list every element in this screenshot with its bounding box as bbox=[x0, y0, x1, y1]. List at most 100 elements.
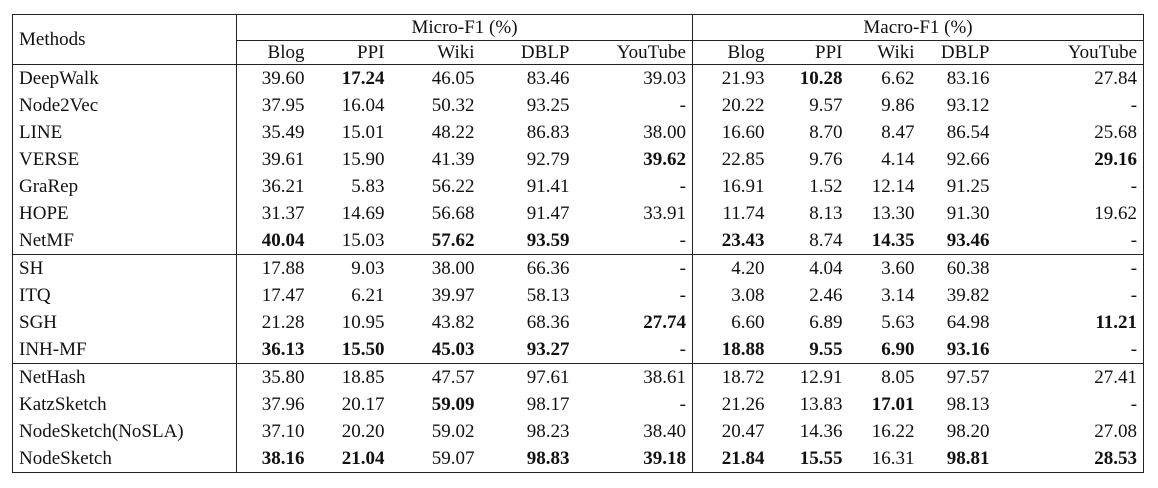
best-value: 93.46 bbox=[946, 230, 990, 251]
cell: 97.61 bbox=[480, 363, 576, 391]
table-row: NetMF 40.04 15.03 57.62 93.59 - 23.43 8.74 14.35… bbox=[13, 227, 1144, 255]
column-header: Blog bbox=[236, 40, 311, 65]
cell: 13.30 bbox=[871, 203, 915, 224]
table-row: NetHash 35.80 18.85 47.57 97.61 38.61 18.72 12.… bbox=[12, 363, 1144, 391]
method-name: NodeSketch(NoSLA) bbox=[19, 421, 184, 442]
cell: 48.22 bbox=[431, 122, 475, 143]
cell: 93.27 bbox=[481, 336, 576, 364]
cell: 21.04 bbox=[311, 445, 391, 473]
cell: 83.16 bbox=[920, 64, 996, 92]
table-row: GraRep 36.21 5.83 56.22 91.41-16.91 1.52 12.14… bbox=[13, 173, 1144, 200]
cell: 98.17 bbox=[526, 394, 570, 415]
cell: 56.68 bbox=[431, 203, 475, 224]
cell: - bbox=[679, 230, 686, 251]
cell: 93.25 bbox=[526, 95, 570, 116]
cell: 20.20 bbox=[341, 421, 385, 442]
cell: 83.46 bbox=[480, 64, 576, 92]
cell: 10.95 bbox=[341, 312, 385, 333]
cell: 66.36 bbox=[480, 254, 576, 282]
cell: 16.91 bbox=[692, 173, 771, 200]
cell: 20.17 bbox=[341, 394, 385, 415]
cell: 9.86 bbox=[881, 95, 915, 116]
cell: 15.55 bbox=[771, 445, 849, 473]
cell: 98.23 bbox=[526, 421, 570, 442]
cell: 8.13 bbox=[809, 203, 843, 224]
method-name: KatzSketch bbox=[19, 394, 107, 415]
cell: 3.08 bbox=[692, 282, 771, 309]
method-name: NodeSketch bbox=[19, 448, 112, 469]
best-value: 18.88 bbox=[721, 339, 765, 360]
column-header: Wiki bbox=[848, 40, 921, 65]
cell: 39.60 bbox=[236, 64, 311, 92]
column-header: PPI bbox=[770, 40, 849, 65]
cell: 17.88 bbox=[236, 254, 311, 282]
cell: 20.47 bbox=[692, 418, 771, 445]
cell: 6.89 bbox=[809, 312, 843, 333]
cell: 9.57 bbox=[809, 95, 843, 116]
cell: 33.91 bbox=[643, 203, 686, 224]
cell: - bbox=[1130, 394, 1138, 415]
best-value: 17.24 bbox=[341, 68, 385, 89]
table-row: NodeSketch(NoSLA) 37.10 20.20 59.02 98.23 38.… bbox=[13, 418, 1144, 445]
cell: 45.03 bbox=[391, 336, 481, 364]
cell: 14.69 bbox=[341, 203, 385, 224]
method-name: SGH bbox=[19, 312, 58, 333]
method-name: GraRep bbox=[19, 176, 79, 197]
best-value: 15.50 bbox=[341, 339, 385, 360]
cell: 8.05 bbox=[848, 363, 921, 391]
cell: 40.04 bbox=[236, 227, 311, 255]
cell: 36.13 bbox=[236, 336, 311, 364]
cell: 58.13 bbox=[526, 285, 570, 306]
cell: - bbox=[1130, 176, 1138, 197]
method-name: SH bbox=[12, 254, 237, 282]
cell: 39.97 bbox=[431, 285, 475, 306]
cell: - bbox=[1130, 230, 1138, 251]
cell: 39.62 bbox=[576, 146, 693, 173]
cell: 3.14 bbox=[881, 285, 915, 306]
cell: 56.22 bbox=[431, 176, 475, 197]
cell: 39.82 bbox=[946, 285, 990, 306]
cell: 92.79 bbox=[526, 149, 570, 170]
table-row: SGH 21.28 10.95 43.82 68.36 27.74 6.60 6.89 5.63… bbox=[13, 309, 1144, 336]
cell: 35.49 bbox=[236, 119, 311, 146]
cell: 17.24 bbox=[310, 64, 391, 92]
column-header: DBLP bbox=[480, 40, 576, 65]
cell: 16.31 bbox=[871, 448, 915, 469]
cell: 91.25 bbox=[946, 176, 990, 197]
cell: 6.62 bbox=[848, 64, 921, 92]
cell: 57.62 bbox=[391, 227, 481, 255]
best-value: 9.55 bbox=[809, 339, 843, 360]
table-row: INH-MF 36.13 15.50 45.03 93.27 - 18.88 9.55 6.90… bbox=[13, 336, 1144, 364]
best-value: 23.43 bbox=[721, 230, 765, 251]
cell: 5.83 bbox=[351, 176, 385, 197]
best-value: 93.16 bbox=[946, 339, 990, 360]
table-row: HOPE 31.37 14.69 56.68 91.47 33.91 11.74 8.13 13… bbox=[13, 200, 1144, 227]
cell: 16.22 bbox=[871, 421, 915, 442]
cell: - bbox=[679, 339, 686, 360]
best-value: 39.62 bbox=[643, 149, 686, 170]
best-value: 93.59 bbox=[526, 230, 570, 251]
cell: 39.03 bbox=[575, 64, 693, 92]
cell: 11.74 bbox=[692, 200, 771, 227]
method-name: DeepWalk bbox=[12, 64, 237, 92]
group-header: Micro-F1 (%) bbox=[236, 14, 693, 41]
methods-header: Methods bbox=[12, 14, 237, 65]
cell: 18.72 bbox=[692, 363, 771, 391]
method-name: NetHash bbox=[12, 363, 237, 391]
cell: 91.41 bbox=[526, 176, 570, 197]
cell: 93.12 bbox=[946, 95, 990, 116]
cell: 16.60 bbox=[692, 119, 771, 146]
column-header: Blog bbox=[692, 40, 771, 65]
cell: 6.21 bbox=[351, 285, 385, 306]
table-row: LINE 35.49 15.01 48.22 86.83 38.00 16.60 8.70 8.… bbox=[13, 119, 1144, 146]
cell: 98.20 bbox=[946, 421, 990, 442]
cell: 2.46 bbox=[809, 285, 843, 306]
best-value: 21.84 bbox=[721, 448, 765, 469]
cell: 9.03 bbox=[310, 254, 391, 282]
cell: 18.85 bbox=[310, 363, 391, 391]
cell: 27.74 bbox=[576, 309, 693, 336]
cell: 41.39 bbox=[431, 149, 475, 170]
column-header: Wiki bbox=[390, 40, 481, 65]
cell: 59.07 bbox=[431, 448, 475, 469]
cell: 68.36 bbox=[526, 312, 570, 333]
